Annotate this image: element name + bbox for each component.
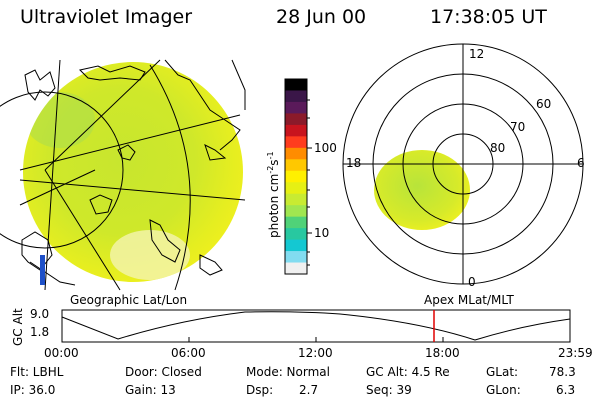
- colorbar-ticks: [307, 99, 312, 266]
- mlt-label-0: 0: [468, 275, 476, 289]
- glat-label: GLat:: [486, 365, 519, 379]
- colorbar-band: [285, 79, 307, 92]
- colorbar-band: [285, 228, 307, 241]
- colorbar-band: [285, 136, 307, 149]
- colorbar-band: [285, 216, 307, 229]
- dsp-value: 2.7: [299, 383, 319, 397]
- geo-grid: [0, 59, 246, 291]
- instrument-title: Ultraviolet Imager: [20, 6, 193, 28]
- altitude-ticks: [61, 337, 571, 342]
- lat-label-80: 80: [490, 141, 506, 155]
- ip-info: IP: 36.0: [10, 383, 56, 397]
- lat-label-70: 70: [510, 120, 526, 134]
- gcalt-info: GC Alt: 4.5 Re: [366, 365, 450, 379]
- glat-value: 78.3: [549, 365, 576, 379]
- altitude-ylabel: GC Alt: [11, 308, 25, 346]
- dsp-label: Dsp:: [246, 383, 274, 397]
- colorbar-band: [285, 251, 307, 264]
- lat-label-60: 60: [536, 97, 552, 111]
- altitude-xtick-0000: 00:00: [44, 346, 79, 360]
- mlt-label-6: 6: [577, 156, 585, 170]
- blue-edge-mark: [40, 255, 45, 285]
- mlt-label-18: 18: [346, 156, 362, 170]
- time-label: 17:38:05 UT: [430, 6, 547, 28]
- colorbar-band: [285, 90, 307, 103]
- mode-info: Mode: Normal: [246, 365, 330, 379]
- apex-label: Apex MLat/MLT: [424, 293, 514, 307]
- colorbar-tick-10: 10: [314, 226, 330, 240]
- altitude-curve: [61, 311, 571, 341]
- colorbar-band: [285, 147, 307, 160]
- door-info: Door: Closed: [125, 365, 202, 379]
- geographic-label: Geographic Lat/Lon: [70, 293, 188, 307]
- gain-info: Gain: 13: [125, 383, 176, 397]
- colorbar-band: [285, 193, 307, 206]
- colorbar-band: [285, 182, 307, 195]
- colorbar-frame: [284, 78, 308, 275]
- mlt-label-12: 12: [469, 47, 485, 61]
- altitude-xtick-0600: 06:00: [171, 346, 206, 360]
- altitude-ytick-1-8: 1.8: [30, 325, 50, 339]
- colorbar-band: [285, 124, 307, 137]
- geographic-image: [0, 59, 246, 291]
- altitude-plot: [61, 309, 571, 343]
- altitude-xtick-1200: 12:00: [298, 346, 333, 360]
- colorbar-band: [285, 262, 307, 275]
- filter-info: Flt: LBHL: [10, 365, 64, 379]
- glon-value: 6.3: [556, 383, 576, 397]
- glon-label: GLon:: [486, 383, 521, 397]
- polar-plot: [342, 43, 584, 285]
- seq-info: Seq: 39: [366, 383, 412, 397]
- green-patch: [25, 92, 95, 148]
- polar-grid: [342, 43, 584, 285]
- bright-patch: [110, 230, 190, 280]
- colorbar-band: [285, 113, 307, 126]
- date-label: 28 Jun 00: [276, 6, 367, 28]
- colorbar-band: [285, 205, 307, 218]
- altitude-xtick-2359: 23:59: [558, 346, 593, 360]
- colorbar-band: [285, 239, 307, 252]
- auroral-oval: [374, 150, 470, 230]
- colorbar-band: [285, 170, 307, 183]
- colorbar-tick-100: 100: [314, 141, 337, 155]
- altitude-ytick-9: 9.0: [30, 307, 50, 321]
- altitude-xtick-1800: 18:00: [425, 346, 460, 360]
- colorbar-band: [285, 101, 307, 115]
- colorbar-band: [285, 159, 307, 172]
- colorbar-unit-label: photon cm-2s-1: [266, 151, 281, 238]
- colorbar: [285, 79, 307, 275]
